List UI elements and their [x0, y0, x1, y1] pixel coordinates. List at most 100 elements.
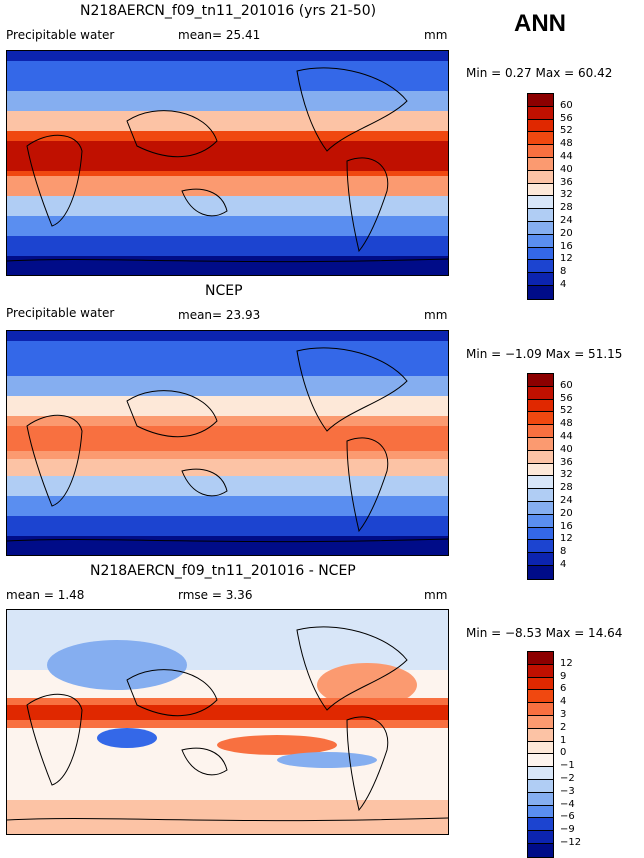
colorbar-swatch: [528, 145, 553, 158]
panel-2-mean: mean= 23.93: [178, 308, 261, 322]
season-label: ANN: [514, 10, 566, 37]
colorbar-tick-label: 48: [560, 138, 573, 150]
colorbar-tick-label: 40: [560, 163, 573, 175]
panel-2-variable: Precipitable water: [6, 306, 115, 320]
colorbar-swatch: [528, 374, 553, 387]
panel-2-title: NCEP: [205, 283, 243, 299]
colorbar-swatch: [528, 527, 553, 541]
panel-3-rmse: rmse = 3.36: [178, 588, 253, 602]
panel-1-colorbar: [527, 93, 554, 300]
panel-1-variable: Precipitable water: [6, 28, 115, 42]
colorbar-tick-label: 28: [560, 202, 573, 214]
colorbar-swatch: [528, 119, 553, 133]
panel-2-unit: mm: [424, 308, 448, 322]
colorbar-swatch: [528, 437, 553, 451]
panel-3-mean: mean = 1.48: [6, 588, 85, 602]
colorbar-swatch: [528, 247, 553, 261]
colorbar-swatch: [528, 94, 553, 107]
panel-3-colorbar: [527, 651, 554, 858]
colorbar-tick-label: −6: [560, 811, 575, 823]
colorbar-swatch: [528, 553, 553, 566]
colorbar-tick-label: 0: [560, 747, 567, 759]
colorbar-swatch: [528, 273, 553, 286]
colorbar-swatch: [528, 489, 553, 502]
panel-3-unit: mm: [424, 588, 448, 602]
colorbar-tick-label: 20: [560, 507, 573, 519]
panel-3-field: [7, 610, 448, 834]
panel-2-minmax: Min = −1.09 Max = 51.15: [466, 347, 623, 361]
colorbar-swatch: [528, 209, 553, 222]
panel-2-colorbar: [527, 373, 554, 580]
colorbar-swatch: [528, 728, 553, 742]
colorbar-swatch: [528, 565, 553, 579]
colorbar-tick-label: 36: [560, 456, 573, 468]
colorbar-swatch: [528, 285, 553, 299]
colorbar-tick-label: 60: [560, 379, 573, 391]
colorbar-tick-label: 12: [560, 657, 573, 669]
colorbar-swatch: [528, 664, 553, 678]
colorbar-swatch: [528, 754, 553, 768]
colorbar-swatch: [528, 476, 553, 490]
colorbar-swatch: [528, 106, 553, 120]
colorbar-swatch: [528, 450, 553, 464]
panel-3-minmax: Min = −8.53 Max = 14.64: [466, 626, 623, 640]
colorbar-tick-label: 56: [560, 392, 573, 404]
colorbar-tick-label: 3: [560, 709, 567, 720]
colorbar-swatch: [528, 741, 553, 755]
colorbar-tick-label: −2: [560, 773, 575, 784]
colorbar-swatch: [528, 501, 553, 515]
panel-1-mean: mean= 25.41: [178, 28, 261, 42]
colorbar-tick-label: 16: [560, 520, 573, 532]
colorbar-tick-label: −9: [560, 824, 575, 836]
colorbar-swatch: [528, 767, 553, 780]
panel-1-map: [6, 50, 449, 276]
colorbar-swatch: [528, 703, 553, 716]
colorbar-swatch: [528, 196, 553, 210]
colorbar-swatch: [528, 652, 553, 665]
colorbar-swatch: [528, 183, 553, 197]
colorbar-swatch: [528, 779, 553, 793]
colorbar-tick-label: 44: [560, 151, 573, 162]
colorbar-swatch: [528, 234, 553, 248]
colorbar-swatch: [528, 386, 553, 400]
colorbar-tick-label: −12: [560, 837, 582, 848]
colorbar-tick-label: 20: [560, 227, 573, 239]
colorbar-swatch: [528, 132, 553, 146]
colorbar-tick-label: 8: [560, 546, 567, 558]
colorbar-swatch: [528, 843, 553, 857]
colorbar-swatch: [528, 690, 553, 704]
panel-3-map: [6, 609, 449, 835]
colorbar-tick-label: 4: [560, 279, 567, 290]
colorbar-swatch: [528, 463, 553, 477]
colorbar-tick-label: 12: [560, 533, 573, 545]
panel-1-unit: mm: [424, 28, 448, 42]
colorbar-tick-label: 1: [560, 734, 567, 746]
colorbar-tick-label: 9: [560, 670, 567, 682]
colorbar-swatch: [528, 715, 553, 729]
panel-1-minmax: Min = 0.27 Max = 60.42: [466, 66, 613, 80]
colorbar-tick-label: 28: [560, 482, 573, 494]
colorbar-tick-label: 12: [560, 253, 573, 265]
colorbar-tick-label: 52: [560, 125, 573, 137]
colorbar-tick-label: 40: [560, 443, 573, 455]
colorbar-tick-label: 48: [560, 418, 573, 430]
colorbar-tick-label: 4: [560, 559, 567, 570]
colorbar-swatch: [528, 818, 553, 832]
colorbar-swatch: [528, 831, 553, 844]
panel-2-map: [6, 330, 449, 556]
colorbar-swatch: [528, 157, 553, 171]
colorbar-tick-label: 60: [560, 99, 573, 111]
colorbar-swatch: [528, 170, 553, 184]
colorbar-swatch: [528, 805, 553, 819]
panel-3-title: N218AERCN_f09_tn11_201016 - NCEP: [90, 563, 356, 579]
colorbar-tick-label: −1: [560, 760, 575, 772]
colorbar-tick-label: 52: [560, 405, 573, 417]
colorbar-swatch: [528, 221, 553, 235]
colorbar-swatch: [528, 412, 553, 426]
panel-1-title: N218AERCN_f09_tn11_201016 (yrs 21-50): [80, 3, 377, 19]
panel-1-field: [7, 51, 448, 275]
colorbar-swatch: [528, 540, 553, 554]
colorbar-tick-label: 44: [560, 431, 573, 442]
colorbar-tick-label: 16: [560, 240, 573, 252]
colorbar-tick-label: 32: [560, 469, 573, 481]
